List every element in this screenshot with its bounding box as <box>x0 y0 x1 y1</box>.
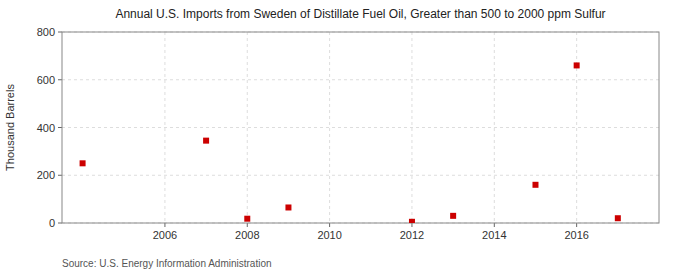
y-tick-label: 800 <box>37 26 55 38</box>
point <box>450 213 456 219</box>
grid <box>62 32 659 223</box>
source-note: Source: U.S. Energy Information Administ… <box>62 258 272 269</box>
y-axis-label: Thousand Barrels <box>4 84 16 171</box>
y-tick-label: 600 <box>37 74 55 86</box>
y-tick <box>58 79 62 80</box>
x-tick-label: 2014 <box>482 229 506 241</box>
y-tick-label: 200 <box>37 169 55 181</box>
x-grid-line <box>247 32 248 223</box>
x-tick-label: 2010 <box>317 229 341 241</box>
point <box>615 215 621 221</box>
point <box>244 216 250 222</box>
x-tick <box>494 223 495 227</box>
x-tick <box>247 223 248 227</box>
x-tick-label: 2008 <box>235 229 259 241</box>
axes: 2006 2008 2010 2012 2014 2016 0 200 400 600 800 <box>37 26 659 241</box>
point <box>409 219 415 223</box>
x-grid-line <box>329 32 330 223</box>
x-grid-line <box>576 32 577 223</box>
y-tick <box>58 223 62 224</box>
point <box>532 182 538 188</box>
x-tick-label: 2012 <box>400 229 424 241</box>
point <box>80 160 86 166</box>
y-tick <box>58 127 62 128</box>
y-tick-label: 400 <box>37 122 55 134</box>
plot-frame <box>62 32 659 223</box>
x-tick <box>411 223 412 227</box>
y-grid-line <box>62 127 659 128</box>
points <box>80 62 621 223</box>
y-grid-line <box>62 175 659 176</box>
x-tick <box>576 223 577 227</box>
chart: 2006 2008 2010 2012 2014 2016 0 200 400 600 800 Ann… <box>0 0 675 275</box>
x-tick <box>329 223 330 227</box>
y-tick <box>58 32 62 33</box>
point <box>203 138 209 144</box>
title: Annual U.S. Imports from Sweden of Disti… <box>115 7 605 21</box>
y-grid-line <box>62 79 659 80</box>
point <box>285 204 291 210</box>
x-tick-label: 2016 <box>564 229 588 241</box>
point <box>574 62 580 68</box>
plot-area <box>62 32 659 223</box>
y-tick <box>58 175 62 176</box>
y-tick-label: 0 <box>49 217 55 229</box>
x-tick-label: 2006 <box>153 229 177 241</box>
x-tick <box>164 223 165 227</box>
